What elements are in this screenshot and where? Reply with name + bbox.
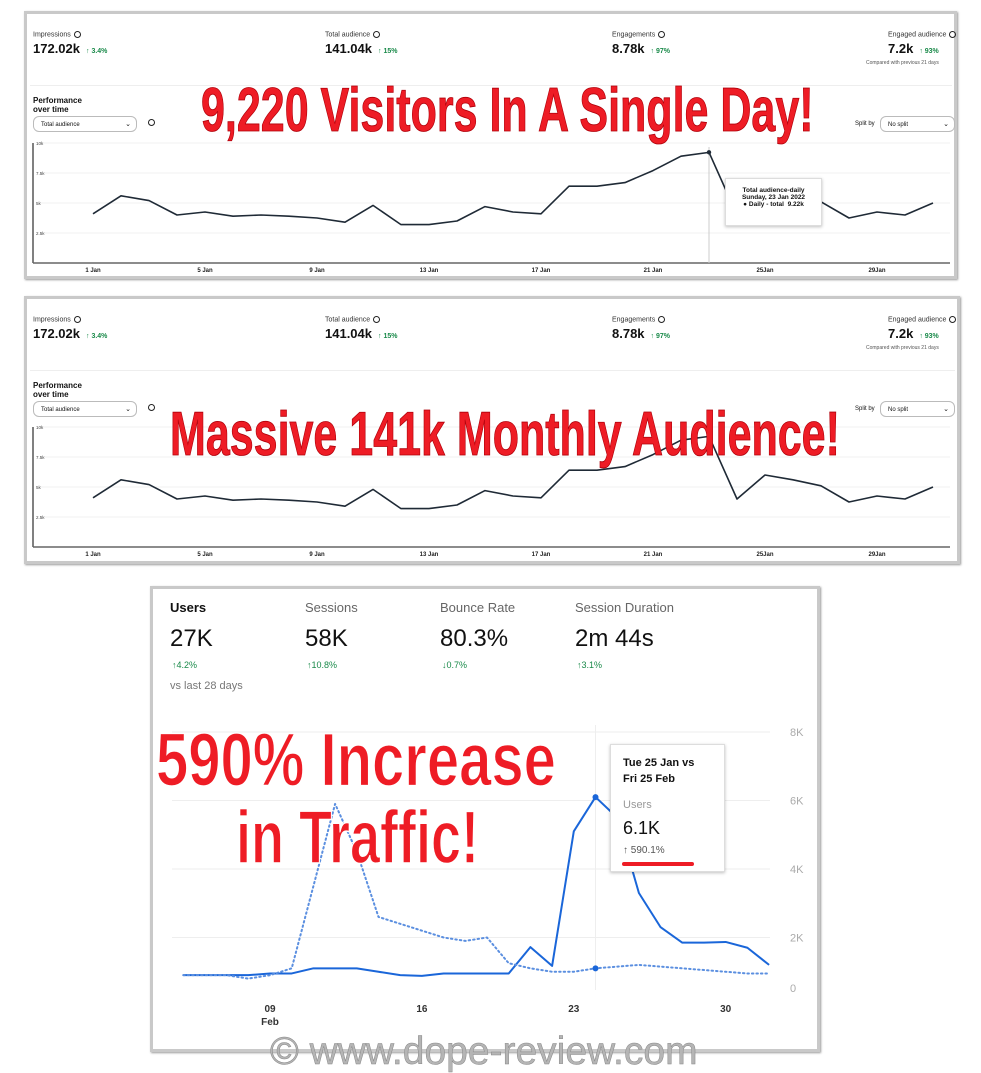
info-icon[interactable]: [949, 316, 956, 323]
divider: [30, 370, 955, 371]
split-select[interactable]: No split⌄: [880, 116, 955, 132]
metric-select[interactable]: Total audience⌄: [33, 401, 137, 417]
chevron-down-icon: ⌄: [125, 117, 131, 133]
metric-users-label[interactable]: Users: [170, 600, 206, 615]
metric-impressions-label: Impressions: [33, 316, 81, 323]
info-icon[interactable]: [658, 31, 665, 38]
metric-engaged-audience-value: 7.2k↑ 93%: [888, 41, 939, 56]
delta-badge: ↑ 15%: [378, 333, 397, 340]
delta-badge: ↑ 97%: [651, 333, 670, 340]
metric-impressions-value: 172.02k↑ 3.4%: [33, 41, 107, 56]
tooltip-date: Sunday, 23 Jan 2022: [726, 194, 821, 201]
metric-engaged-audience-label: Engaged audience: [888, 31, 956, 38]
tooltip-metric: Users: [623, 799, 652, 811]
delta-badge: ↑ 15%: [378, 48, 397, 55]
metric-sessions-label[interactable]: Sessions: [305, 600, 358, 615]
metric-select[interactable]: Total audience⌄: [33, 116, 137, 132]
delta-badge: ↑ 3.4%: [86, 48, 107, 55]
metric-engagements-label: Engagements: [612, 31, 665, 38]
metric-engagements-label: Engagements: [612, 316, 665, 323]
chart-1-tooltip: Total audience-daily Sunday, 23 Jan 2022…: [725, 178, 822, 226]
metric-engaged-audience-label: Engaged audience: [888, 316, 956, 323]
info-icon[interactable]: [373, 316, 380, 323]
delta-badge: ↑ 97%: [651, 48, 670, 55]
tooltip-title: Total audience-daily: [726, 187, 821, 194]
info-icon[interactable]: [949, 31, 956, 38]
red-underline: [622, 862, 694, 866]
metric-total-audience-value: 141.04k↑ 15%: [325, 326, 397, 341]
series-dot-icon: ●: [743, 201, 747, 208]
chevron-down-icon: ⌄: [943, 117, 949, 133]
info-icon[interactable]: [373, 31, 380, 38]
split-by-label: Split by: [855, 406, 875, 412]
delta-badge: ↑ 93%: [919, 48, 938, 55]
metric-total-audience-label: Total audience: [325, 31, 380, 38]
metric-session-duration-delta: ↑3.1%: [577, 660, 602, 670]
metric-sessions-value: 58K: [305, 625, 348, 653]
delta-badge: ↑ 3.4%: [86, 333, 107, 340]
divider: [30, 85, 952, 86]
metric-session-duration-label[interactable]: Session Duration: [575, 600, 674, 615]
section-title: Performance over time: [33, 96, 82, 114]
split-by-label: Split by: [855, 121, 875, 127]
tooltip-change: ↑ 590.1%: [623, 845, 665, 856]
info-icon[interactable]: [658, 316, 665, 323]
metric-engaged-audience-value: 7.2k↑ 93%: [888, 326, 939, 341]
metric-bounce-rate-label[interactable]: Bounce Rate: [440, 600, 515, 615]
metric-engagements-value: 8.78k↑ 97%: [612, 326, 670, 341]
metric-impressions-label: Impressions: [33, 31, 81, 38]
info-icon[interactable]: [74, 31, 81, 38]
info-icon[interactable]: [74, 316, 81, 323]
compared-note: Compared with previous 21 days: [866, 345, 939, 351]
tooltip-value: 6.1K: [623, 818, 660, 839]
comparison-period: vs last 28 days: [170, 680, 243, 692]
metric-total-audience-label: Total audience: [325, 316, 380, 323]
tooltip-row: ● Daily - total 9.22k: [726, 201, 821, 208]
chevron-down-icon: ⌄: [125, 402, 131, 418]
metric-bounce-rate-value: 80.3%: [440, 625, 508, 653]
metric-users-delta: ↑4.2%: [172, 660, 197, 670]
metric-total-audience-value: 141.04k↑ 15%: [325, 41, 397, 56]
metric-sessions-delta: ↑10.8%: [307, 660, 337, 670]
analytics-panel-2: [24, 296, 960, 564]
split-select[interactable]: No split⌄: [880, 401, 955, 417]
metric-users-value: 27K: [170, 625, 213, 653]
delta-badge: ↑ 93%: [919, 333, 938, 340]
info-icon[interactable]: [148, 119, 155, 126]
analytics-panel-1: [24, 11, 957, 279]
info-icon[interactable]: [148, 404, 155, 411]
metric-impressions-value: 172.02k↑ 3.4%: [33, 326, 107, 341]
compared-note: Compared with previous 21 days: [866, 60, 939, 66]
chevron-down-icon: ⌄: [943, 402, 949, 418]
section-title: Performance over time: [33, 381, 82, 399]
metric-session-duration-value: 2m 44s: [575, 625, 654, 653]
metric-bounce-rate-delta: ↓0.7%: [442, 660, 467, 670]
metric-engagements-value: 8.78k↑ 97%: [612, 41, 670, 56]
